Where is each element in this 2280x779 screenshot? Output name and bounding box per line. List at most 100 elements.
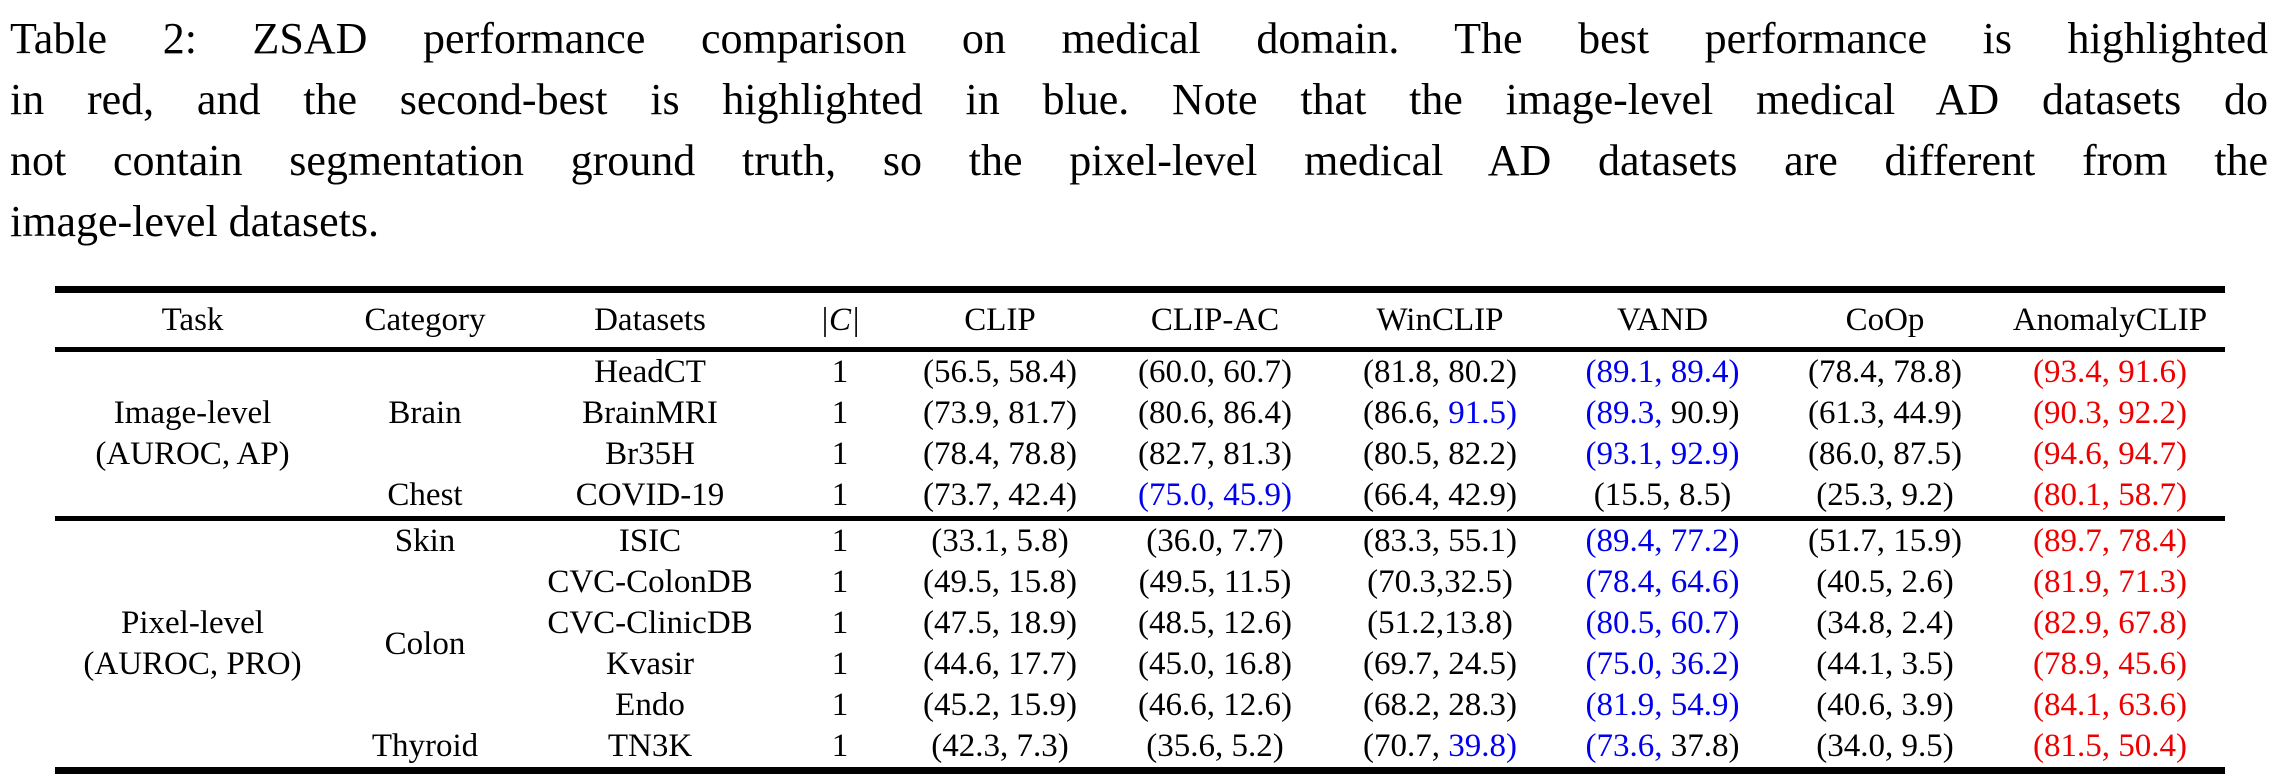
score-value-second: 60.7) — [1662, 605, 1740, 641]
score-value-auroc: (78.4, — [1585, 564, 1663, 600]
score-value-auroc: (93.1, — [1585, 436, 1663, 472]
score-value-auroc: (44.1, — [1816, 646, 1894, 682]
category-cell: Colon — [384, 625, 466, 662]
class-count-cell: 1 — [831, 564, 849, 600]
col-header-category: Category — [364, 302, 486, 338]
score-value-auroc: (70.7, — [1363, 728, 1440, 764]
score-cell: (33.1, 5.8) — [900, 519, 1100, 563]
score-cell: (78.4, 64.6) — [1550, 562, 1775, 603]
score-value-auroc: (84.1, — [2033, 687, 2110, 723]
dataset-cell: Br35H — [605, 436, 695, 472]
score-value-auroc: (89.4, — [1585, 523, 1663, 559]
score-value-second: 80.2) — [1440, 354, 1517, 390]
score-value-second: 3.5) — [1893, 646, 1954, 682]
score-value-auroc: (68.2, — [1363, 687, 1440, 723]
dataset-cell: HeadCT — [594, 354, 706, 390]
score-value-second: 7.7) — [1223, 523, 1284, 559]
table-row: Chest COVID-19 1 (73.7, 42.4) (75.0, 45.9) (6… — [55, 475, 2225, 519]
score-value-auroc: (25.3, — [1816, 477, 1894, 513]
score-value-auroc: (34.8, — [1816, 605, 1894, 641]
col-header-coop: CoOp — [1845, 302, 1925, 338]
class-count-cell: 1 — [831, 646, 849, 682]
score-cell: (61.3, 44.9) — [1775, 393, 1995, 434]
score-value-auroc: (49.5, — [923, 564, 1000, 600]
score-value-second: 91.5) — [1440, 395, 1517, 431]
score-value-second: 5.8) — [1008, 523, 1069, 559]
task-line: Image-level — [113, 395, 272, 431]
score-value-auroc: (70.3, — [1367, 564, 1445, 600]
score-value-auroc: (60.0, — [1138, 354, 1215, 390]
score-value-second: 9.2) — [1893, 477, 1954, 513]
task-line: (AUROC, PRO) — [83, 646, 302, 682]
score-value-second: 78.8) — [1000, 436, 1077, 472]
class-count-cell: 1 — [831, 523, 849, 559]
score-value-auroc: (46.6, — [1138, 687, 1215, 723]
table-row: Thyroid TN3K 1 (42.3, 7.3) (35.6, 5.2) (70.7,… — [55, 726, 2225, 771]
score-cell: (34.8, 2.4) — [1775, 603, 1995, 644]
score-cell: (78.9, 45.6) — [1995, 644, 2225, 685]
score-cell: (75.0, 45.9) — [1100, 475, 1330, 519]
score-value-second: 28.3) — [1440, 687, 1517, 723]
score-value-second: 2.6) — [1893, 564, 1954, 600]
score-value-auroc: (80.5, — [1363, 436, 1440, 472]
score-value-second: 7.3) — [1008, 728, 1069, 764]
score-cell: (47.5, 18.9) — [900, 603, 1100, 644]
task-cell: Image-level (AUROC, AP) — [55, 350, 330, 519]
score-cell: (93.4, 91.6) — [1995, 350, 2225, 394]
score-value-second: 45.9) — [1215, 477, 1292, 513]
score-value-auroc: (48.5, — [1138, 605, 1215, 641]
score-value-second: 12.6) — [1215, 687, 1292, 723]
score-cell: (66.4, 42.9) — [1330, 475, 1550, 519]
score-cell: (70.3,32.5) — [1330, 562, 1550, 603]
score-value-auroc: (73.9, — [923, 395, 1000, 431]
score-value-auroc: (33.1, — [931, 523, 1009, 559]
table-row: Colon CVC-ColonDB 1 (49.5, 15.8) (49.5, 11.5… — [55, 562, 2225, 662]
score-value-second: 17.7) — [1000, 646, 1077, 682]
score-value-auroc: (66.4, — [1363, 477, 1440, 513]
score-value-second: 3.9) — [1893, 687, 1954, 723]
score-value-second: 90.9) — [1662, 395, 1740, 431]
score-value-second: 63.6) — [2110, 687, 2187, 723]
class-count-cell: 1 — [831, 436, 849, 472]
table-caption: Table 2: ZSAD performance comparison on … — [0, 0, 2280, 252]
score-value-auroc: (81.8, — [1363, 354, 1440, 390]
score-value-auroc: (34.0, — [1816, 728, 1894, 764]
score-cell: (81.9, 54.9) — [1550, 685, 1775, 726]
score-cell: (15.5, 8.5) — [1550, 475, 1775, 519]
category-cell: Skin — [394, 523, 456, 559]
table-body: Image-level (AUROC, AP) Brain HeadCT 1 (56.5,… — [55, 350, 2225, 771]
score-value-auroc: (80.6, — [1138, 395, 1215, 431]
score-cell: (83.3, 55.1) — [1330, 519, 1550, 563]
category-cell: Chest — [387, 477, 463, 513]
score-value-second: 71.3) — [2110, 564, 2187, 600]
score-value-second: 82.2) — [1440, 436, 1517, 472]
score-value-auroc: (78.4, — [923, 436, 1000, 472]
score-value-second: 81.7) — [1000, 395, 1077, 431]
score-cell: (49.5, 15.8) — [900, 562, 1100, 603]
score-value-auroc: (82.9, — [2033, 605, 2110, 641]
class-count-cell: 1 — [831, 605, 849, 641]
score-cell: (82.9, 67.8) — [1995, 603, 2225, 644]
score-value-auroc: (40.6, — [1816, 687, 1894, 723]
score-value-auroc: (89.3, — [1585, 395, 1663, 431]
dataset-cell: COVID-19 — [575, 477, 725, 513]
score-value-second: 55.1) — [1440, 523, 1517, 559]
score-value-second: 50.4) — [2110, 728, 2187, 764]
score-value-second: 15.8) — [1000, 564, 1077, 600]
score-cell: (89.4, 77.2) — [1550, 519, 1775, 563]
score-cell: (40.6, 3.9) — [1775, 685, 1995, 726]
score-value-second: 54.9) — [1662, 687, 1740, 723]
dataset-cell: ISIC — [618, 523, 682, 559]
table-row: BrainMRI 1 (73.9, 81.7) (80.6, 86.4) (86.6, … — [55, 393, 2225, 434]
class-count-cell: 1 — [831, 395, 849, 431]
score-value-auroc: (45.2, — [923, 687, 1000, 723]
score-value-second: 42.9) — [1440, 477, 1517, 513]
col-header-task: Task — [161, 302, 224, 338]
score-cell: (73.6, 37.8) — [1550, 726, 1775, 771]
score-value-second: 15.9) — [1885, 523, 1962, 559]
score-value-second: 45.6) — [2110, 646, 2187, 682]
score-value-second: 24.5) — [1440, 646, 1517, 682]
score-value-auroc: (36.0, — [1146, 523, 1224, 559]
results-table: Task Category Datasets |C| CLIP CLIP-AC … — [55, 286, 2225, 774]
